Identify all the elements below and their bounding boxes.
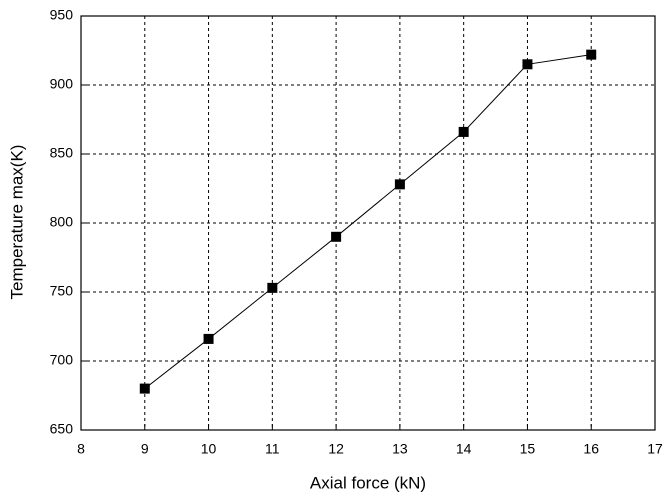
data-point: [331, 231, 342, 242]
x-tick-label: 17: [647, 441, 663, 457]
x-tick-label: 9: [141, 441, 149, 457]
y-tick-label: 750: [50, 283, 74, 299]
x-tick-label: 15: [520, 441, 536, 457]
data-point: [139, 383, 150, 394]
x-tick-label: 11: [265, 441, 280, 457]
x-tick-label: 16: [583, 441, 599, 457]
x-tick-label: 13: [392, 441, 408, 457]
y-tick-label: 800: [50, 214, 74, 230]
y-tick-label: 900: [50, 76, 74, 92]
data-point: [203, 333, 214, 344]
y-tick-label: 950: [50, 7, 74, 23]
x-tick-label: 10: [201, 441, 217, 457]
x-axis-label: Axial force (kN): [310, 473, 426, 492]
y-tick-label: 700: [50, 352, 74, 368]
data-point: [394, 179, 405, 190]
y-tick-label: 850: [50, 145, 74, 161]
plot-frame: [80, 15, 656, 431]
y-tick-label: 650: [50, 421, 74, 437]
x-tick-label: 14: [456, 441, 472, 457]
x-tick-label: 12: [328, 441, 344, 457]
data-point: [522, 59, 533, 70]
x-tick-label: 8: [77, 441, 85, 457]
data-point: [458, 126, 469, 137]
series-line: [144, 54, 592, 389]
data-point: [267, 282, 278, 293]
y-axis-label: Temperature max(K): [7, 145, 26, 300]
data-point: [586, 49, 597, 60]
